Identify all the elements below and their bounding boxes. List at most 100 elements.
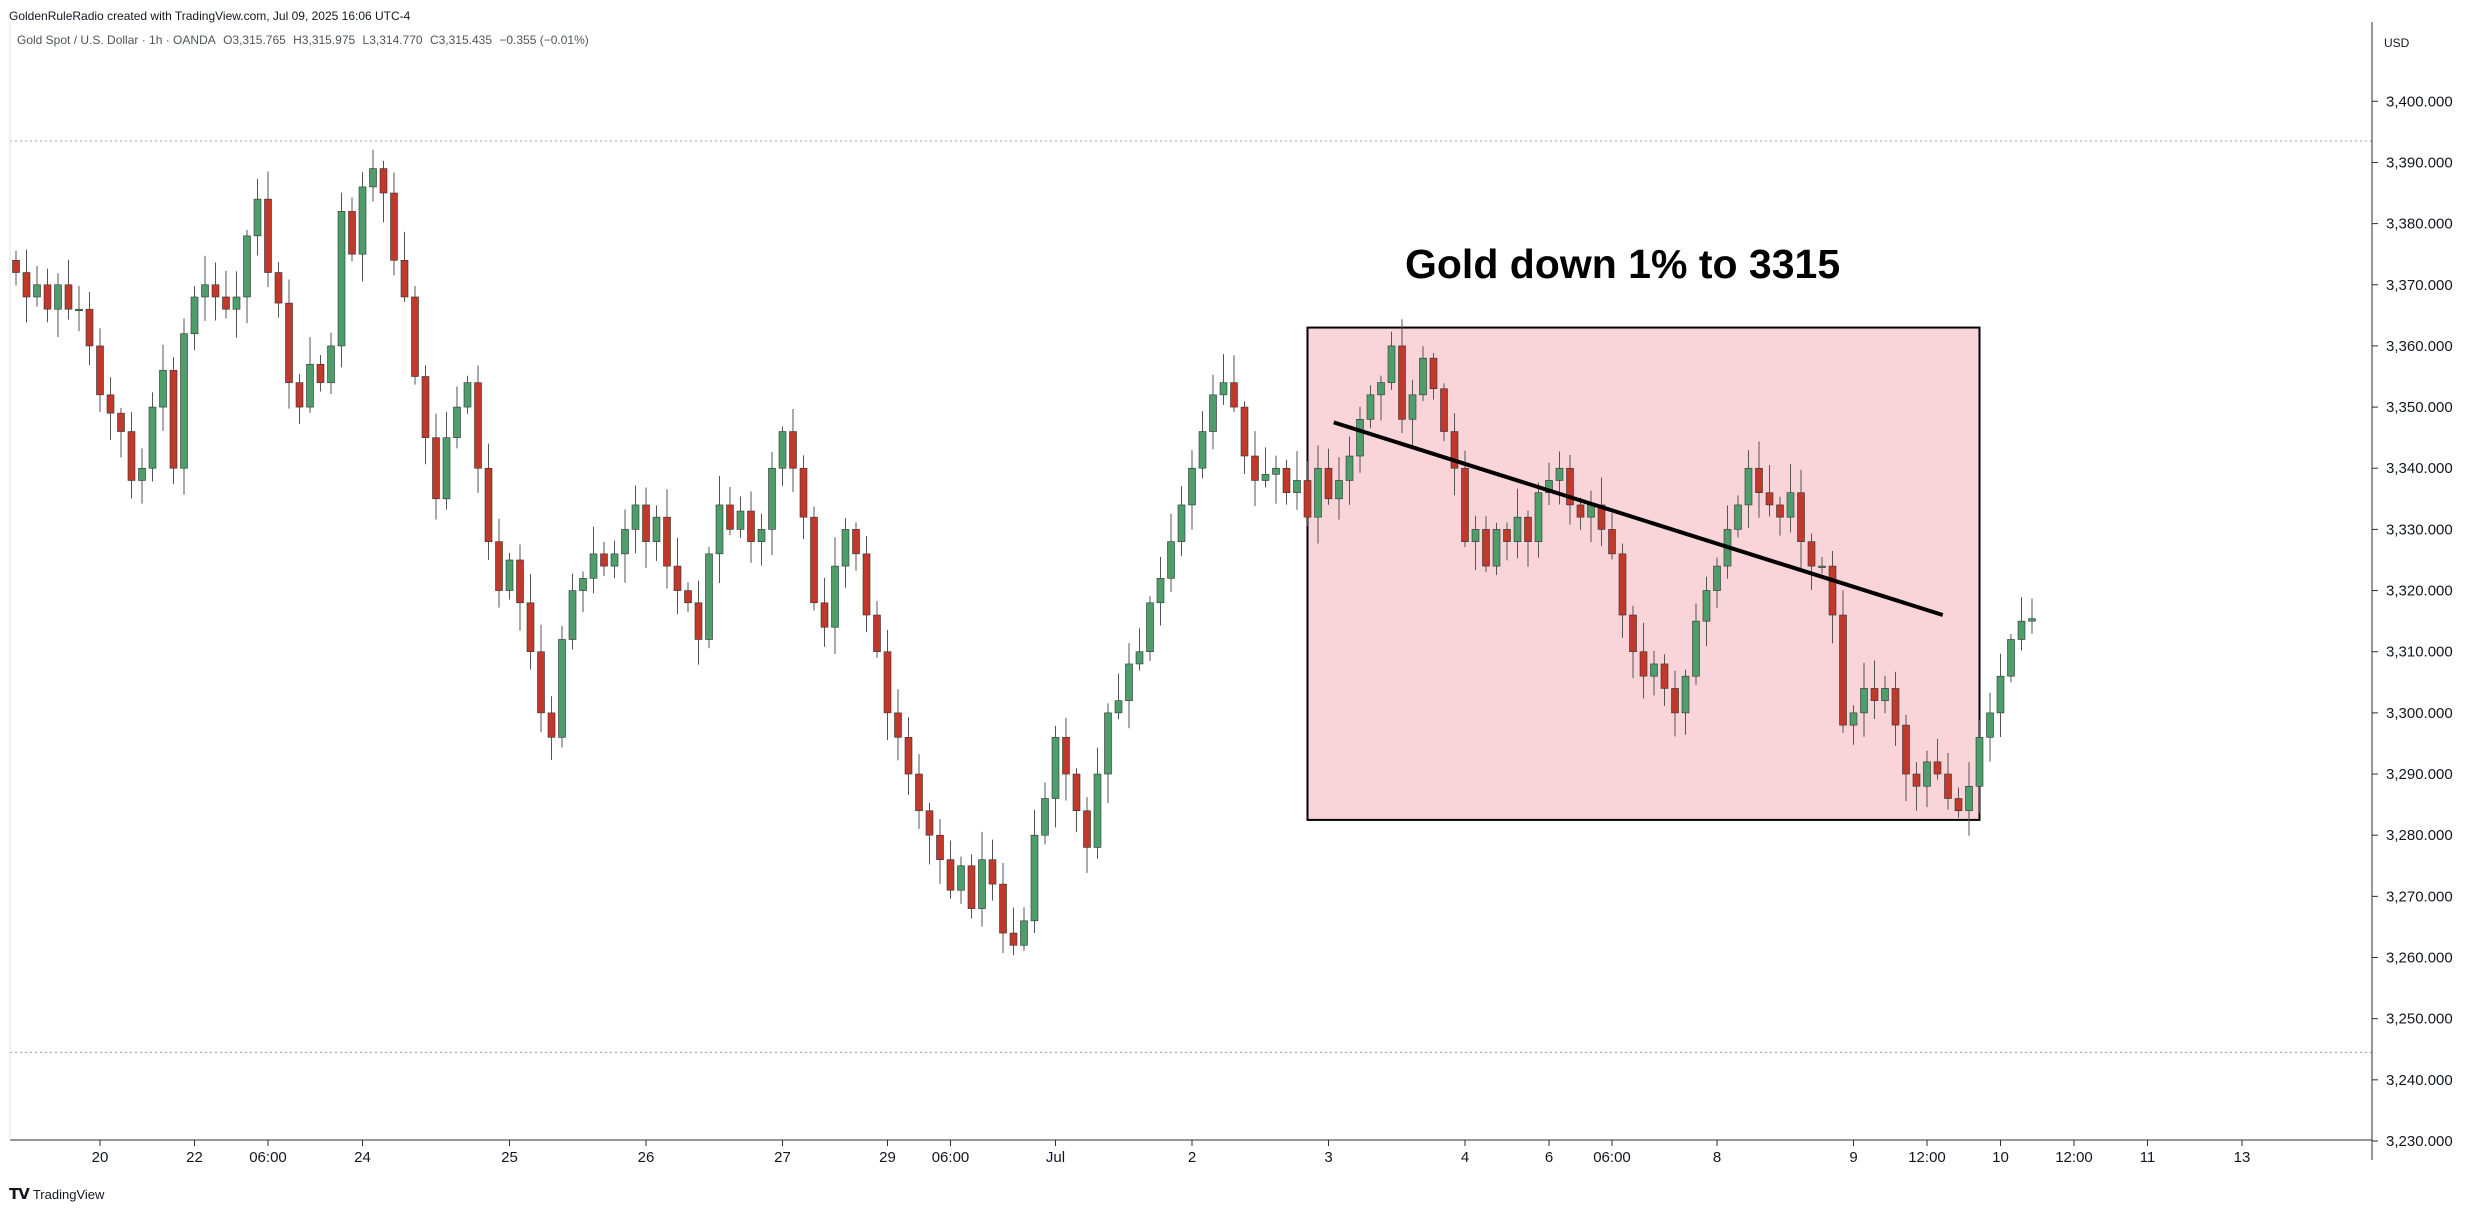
candle: [1954, 787, 1963, 818]
candle: [1156, 556, 1165, 626]
candle-body: [358, 186, 367, 255]
candle-body: [1387, 345, 1396, 383]
candle: [390, 172, 398, 276]
candle: [505, 552, 514, 600]
candle-body: [495, 541, 503, 591]
candle-body: [264, 198, 272, 273]
candle: [432, 413, 440, 520]
candle-body: [1219, 382, 1228, 396]
candle-body: [1303, 480, 1312, 518]
candle: [190, 286, 199, 350]
candle-body: [1692, 620, 1700, 677]
candle: [1429, 352, 1438, 400]
candle: [1282, 459, 1291, 505]
candle: [379, 160, 388, 223]
candle: [516, 544, 524, 631]
candle-body: [1114, 700, 1123, 714]
candle: [684, 582, 692, 613]
price-tick-label: 3,300.000: [2386, 705, 2453, 722]
candle-body: [1545, 480, 1553, 494]
candle-body: [1839, 614, 1847, 726]
candle: [799, 455, 808, 540]
candle-body: [1062, 737, 1070, 775]
candle: [1177, 485, 1186, 557]
candle: [148, 392, 157, 482]
candle-body: [883, 651, 892, 714]
candle-body: [411, 296, 419, 377]
price-tick-label: 3,380.000: [2386, 216, 2453, 233]
candle-body: [54, 284, 62, 310]
price-tick-label: 3,350.000: [2386, 399, 2453, 416]
time-tick-label: 06:00: [249, 1149, 287, 1166]
candle-body: [1366, 394, 1375, 420]
candle-body: [852, 529, 860, 555]
candle-body: [1503, 529, 1511, 542]
candle: [127, 412, 136, 499]
candle: [694, 580, 703, 665]
time-tick-label: 06:00: [932, 1149, 970, 1166]
candle: [1692, 603, 1700, 685]
candle: [463, 375, 472, 414]
candle: [1419, 346, 1427, 402]
candle: [600, 541, 608, 576]
candle-body: [2028, 618, 2036, 622]
currency-label[interactable]: USD: [2384, 36, 2410, 50]
symbol-name[interactable]: Gold Spot / U.S. Dollar · 1h · OANDA: [17, 33, 216, 47]
candle: [841, 517, 850, 588]
time-tick-label: 4: [1461, 1149, 1469, 1166]
candle: [358, 172, 367, 282]
candle: [1072, 768, 1081, 833]
candle-body: [1324, 467, 1333, 500]
candle-body: [1734, 504, 1742, 530]
candle: [1881, 675, 1889, 714]
candle-body: [253, 198, 262, 237]
candle: [264, 171, 272, 288]
candle-body: [1534, 492, 1543, 542]
candle: [1828, 550, 1837, 644]
candle-body: [1587, 504, 1595, 518]
candle-body: [1902, 724, 1910, 775]
candle: [232, 271, 241, 338]
candle: [537, 624, 545, 733]
candle: [306, 337, 314, 413]
candle-body: [306, 363, 314, 408]
candle-body: [726, 504, 734, 530]
candle-body: [75, 308, 83, 312]
candle: [1965, 762, 1973, 836]
candle-body: [1009, 932, 1018, 946]
candle: [1671, 670, 1679, 737]
candle-body: [778, 431, 787, 469]
brand-label: TradingView: [32, 1186, 105, 1202]
candle: [442, 411, 451, 510]
candle-body: [222, 296, 230, 310]
candle-body: [1618, 553, 1627, 616]
time-tick-label: 26: [638, 1149, 655, 1166]
candle: [12, 250, 20, 286]
candle: [1524, 510, 1532, 567]
time-tick-label: 29: [879, 1149, 896, 1166]
tradingview-brand[interactable]: 𝗧𝗩 TradingView: [9, 1185, 104, 1203]
candle-body: [201, 284, 209, 298]
candle-body: [589, 553, 598, 579]
candle: [1219, 354, 1228, 405]
candle-body: [610, 553, 619, 567]
candle: [1408, 379, 1417, 449]
candle: [169, 357, 178, 485]
candle-body: [904, 737, 913, 775]
candle: [474, 365, 482, 493]
candle-body: [799, 467, 808, 518]
candle: [1933, 738, 1942, 780]
candle: [1734, 495, 1742, 538]
candle-body: [1230, 382, 1238, 408]
candle: [1986, 692, 1994, 762]
candle-body: [1261, 474, 1270, 481]
price-tick-label: 3,230.000: [2386, 1133, 2453, 1150]
candle: [1776, 496, 1784, 536]
candle: [862, 535, 871, 633]
time-tick-label: 13: [2234, 1149, 2251, 1166]
candle-body: [1146, 602, 1154, 653]
candle: [1188, 450, 1196, 530]
candle: [1366, 385, 1375, 429]
candle: [726, 487, 734, 536]
